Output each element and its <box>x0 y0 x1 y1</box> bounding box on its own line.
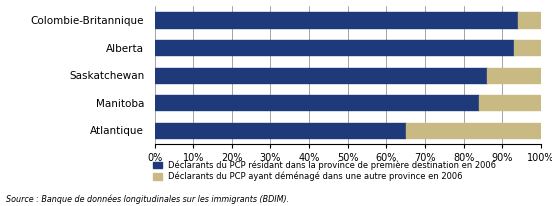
Bar <box>155 12 518 28</box>
Bar <box>487 68 541 83</box>
Bar <box>518 12 541 28</box>
Bar <box>155 68 487 83</box>
Bar <box>155 95 479 110</box>
Bar <box>479 95 541 110</box>
Bar <box>406 123 541 138</box>
Bar <box>514 40 541 55</box>
Legend: Déclarants du PCP résidant dans la province de première destination en 2006, Déc: Déclarants du PCP résidant dans la provi… <box>153 160 496 181</box>
Bar <box>155 40 514 55</box>
Text: Source : Banque de données longitudinales sur les immigrants (BDIM).: Source : Banque de données longitudinale… <box>6 194 289 204</box>
Bar <box>155 123 406 138</box>
